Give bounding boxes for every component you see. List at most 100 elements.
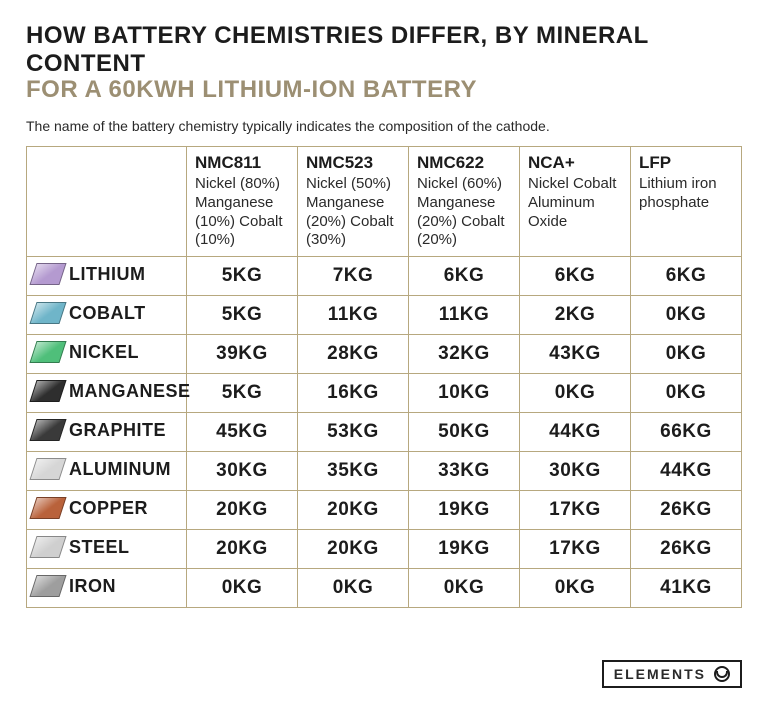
value-cell: 0KG <box>520 569 631 608</box>
value-cell: 20KG <box>187 530 298 569</box>
chem-desc: Nickel Cobalt Aluminum Oxide <box>528 175 622 231</box>
value-cell: 26KG <box>631 530 742 569</box>
column-header: NMC811 Nickel (80%) Manganese (10%) Coba… <box>187 147 298 257</box>
value-cell: 26KG <box>631 491 742 530</box>
mineral-cell: ALUMINUM <box>27 452 187 491</box>
mineral-cell: COBALT <box>27 296 187 335</box>
mineral-cell: IRON <box>27 569 187 608</box>
value-cell: 0KG <box>187 569 298 608</box>
table-row: COPPER20KG20KG19KG17KG26KG <box>27 491 742 530</box>
table-row: GRAPHITE 45KG53KG50KG44KG66KG <box>27 413 742 452</box>
chem-desc: Nickel (50%) Manganese (20%) Cobalt (30%… <box>306 175 400 250</box>
mineral-label: LITHIUM <box>69 264 145 285</box>
value-cell: 6KG <box>520 257 631 296</box>
brand-icon <box>714 666 730 682</box>
value-cell: 43KG <box>520 335 631 374</box>
value-cell: 17KG <box>520 530 631 569</box>
mineral-icon <box>29 302 66 324</box>
mineral-icon <box>29 575 66 597</box>
value-cell: 20KG <box>187 491 298 530</box>
column-header: NMC523 Nickel (50%) Manganese (20%) Coba… <box>298 147 409 257</box>
mineral-cell: GRAPHITE <box>27 413 187 452</box>
value-cell: 0KG <box>631 335 742 374</box>
mineral-cell: LITHIUM <box>27 257 187 296</box>
value-cell: 53KG <box>298 413 409 452</box>
chem-name: LFP <box>639 153 733 173</box>
column-header: NCA+ Nickel Cobalt Aluminum Oxide <box>520 147 631 257</box>
mineral-icon <box>29 380 66 402</box>
brand-label: ELEMENTS <box>614 666 706 682</box>
mineral-cell: NICKEL <box>27 335 187 374</box>
mineral-label: ALUMINUM <box>69 459 171 480</box>
mineral-label: NICKEL <box>69 342 139 363</box>
value-cell: 30KG <box>520 452 631 491</box>
value-cell: 6KG <box>409 257 520 296</box>
value-cell: 45KG <box>187 413 298 452</box>
table-row: LITHIUM5KG7KG6KG6KG6KG <box>27 257 742 296</box>
mineral-cell: MANGANESE <box>27 374 187 413</box>
table-row: IRON0KG0KG0KG0KG41KG <box>27 569 742 608</box>
value-cell: 0KG <box>520 374 631 413</box>
mineral-cell: COPPER <box>27 491 187 530</box>
mineral-icon <box>29 419 66 441</box>
value-cell: 33KG <box>409 452 520 491</box>
value-cell: 5KG <box>187 374 298 413</box>
value-cell: 5KG <box>187 257 298 296</box>
value-cell: 0KG <box>631 374 742 413</box>
value-cell: 44KG <box>520 413 631 452</box>
mineral-icon <box>29 497 66 519</box>
value-cell: 20KG <box>298 530 409 569</box>
mineral-label: COPPER <box>69 498 148 519</box>
value-cell: 41KG <box>631 569 742 608</box>
value-cell: 66KG <box>631 413 742 452</box>
value-cell: 17KG <box>520 491 631 530</box>
chem-name: NMC622 <box>417 153 511 173</box>
value-cell: 28KG <box>298 335 409 374</box>
mineral-icon <box>29 341 66 363</box>
mineral-label: STEEL <box>69 537 130 558</box>
chem-desc: Nickel (80%) Manganese (10%) Cobalt (10%… <box>195 175 289 250</box>
chem-name: NCA+ <box>528 153 622 173</box>
value-cell: 0KG <box>298 569 409 608</box>
mineral-label: GRAPHITE <box>69 420 166 441</box>
value-cell: 11KG <box>409 296 520 335</box>
value-cell: 30KG <box>187 452 298 491</box>
table-row: COBALT5KG11KG11KG2KG0KG <box>27 296 742 335</box>
table-row: NICKEL39KG28KG32KG43KG0KG <box>27 335 742 374</box>
mineral-icon <box>29 536 66 558</box>
chem-desc: Nickel (60%) Manganese (20%) Cobalt (20%… <box>417 175 511 250</box>
table-row: ALUMINUM30KG35KG33KG30KG44KG <box>27 452 742 491</box>
value-cell: 35KG <box>298 452 409 491</box>
value-cell: 5KG <box>187 296 298 335</box>
value-cell: 39KG <box>187 335 298 374</box>
value-cell: 0KG <box>409 569 520 608</box>
mineral-label: IRON <box>69 576 116 597</box>
table-header-row: NMC811 Nickel (80%) Manganese (10%) Coba… <box>27 147 742 257</box>
chem-name: NMC523 <box>306 153 400 173</box>
page-title: HOW BATTERY CHEMISTRIES DIFFER, BY MINER… <box>26 22 742 78</box>
value-cell: 20KG <box>298 491 409 530</box>
table-row: MANGANESE5KG16KG10KG0KG0KG <box>27 374 742 413</box>
value-cell: 16KG <box>298 374 409 413</box>
mineral-label: MANGANESE <box>69 381 191 402</box>
column-header: NMC622 Nickel (60%) Manganese (20%) Coba… <box>409 147 520 257</box>
blank-corner-cell <box>27 147 187 257</box>
value-cell: 0KG <box>631 296 742 335</box>
brand-badge: ELEMENTS <box>602 660 742 688</box>
value-cell: 7KG <box>298 257 409 296</box>
value-cell: 10KG <box>409 374 520 413</box>
table-row: STEEL20KG20KG19KG17KG26KG <box>27 530 742 569</box>
value-cell: 19KG <box>409 491 520 530</box>
value-cell: 50KG <box>409 413 520 452</box>
value-cell: 6KG <box>631 257 742 296</box>
value-cell: 44KG <box>631 452 742 491</box>
chem-name: NMC811 <box>195 153 289 173</box>
mineral-icon <box>29 458 66 480</box>
column-header: LFP Lithium iron phosphate <box>631 147 742 257</box>
value-cell: 11KG <box>298 296 409 335</box>
mineral-icon <box>29 263 66 285</box>
value-cell: 19KG <box>409 530 520 569</box>
caption-text: The name of the battery chemistry typica… <box>26 118 742 134</box>
mineral-label: COBALT <box>69 303 146 324</box>
mineral-table: NMC811 Nickel (80%) Manganese (10%) Coba… <box>26 146 742 608</box>
